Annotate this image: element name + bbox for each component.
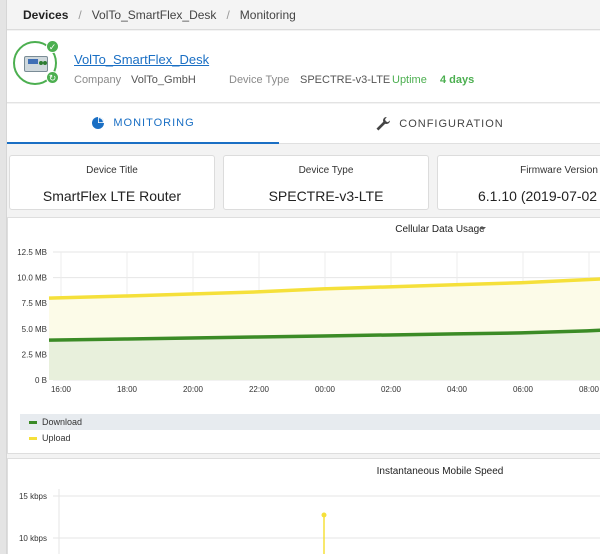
legend-label: Download bbox=[42, 417, 83, 427]
card-value: 6.1.10 (2019-07-02 bbox=[478, 188, 598, 204]
uptime-label: Uptime bbox=[392, 74, 427, 86]
tab-configuration[interactable]: CONFIGURATION bbox=[279, 104, 600, 144]
y-tick-label: 12.5 MB bbox=[17, 248, 47, 257]
y-tick-label: 10 kbps bbox=[19, 534, 47, 543]
left-sidebar-edge bbox=[0, 0, 7, 554]
card-title: Device Type bbox=[298, 165, 354, 176]
y-tick-label: 0 B bbox=[35, 376, 47, 385]
speed-chart-svg: Instantaneous Mobile Speed 10 kbps 15 kbp… bbox=[19, 466, 600, 554]
x-tick-label: 04:00 bbox=[447, 385, 468, 394]
instantaneous-mobile-speed-chart: Instantaneous Mobile Speed 10 kbps 15 kbp… bbox=[7, 458, 600, 554]
legend-item-download[interactable]: Download bbox=[20, 414, 600, 430]
check-icon: ✓ bbox=[46, 40, 59, 53]
tab-monitoring-label: MONITORING bbox=[113, 117, 195, 129]
uptime-value: 4 days bbox=[440, 74, 475, 86]
wrench-icon bbox=[375, 116, 391, 132]
breadcrumb-devices[interactable]: Devices bbox=[23, 7, 69, 22]
breadcrumb-monitoring: Monitoring bbox=[239, 7, 296, 22]
legend-label: Upload bbox=[42, 433, 71, 443]
pie-chart-icon bbox=[91, 116, 105, 130]
tab-monitoring[interactable]: MONITORING bbox=[7, 104, 279, 144]
x-tick-label: 16:00 bbox=[51, 385, 72, 394]
tab-configuration-label: CONFIGURATION bbox=[399, 118, 504, 130]
cellular-data-usage-chart: Cellular Data Usage 0 B 2.5 MB 5.0 MB 7.5 M… bbox=[7, 217, 600, 454]
card-title: Device Title bbox=[86, 165, 138, 176]
info-cards: Device Title SmartFlex LTE Router Device… bbox=[7, 152, 600, 212]
series-line-upload bbox=[48, 277, 600, 300]
x-tick-label: 02:00 bbox=[381, 385, 402, 394]
card-value: SPECTRE-v3-LTE bbox=[268, 188, 384, 204]
sync-icon: ↻ bbox=[46, 71, 59, 84]
device-type-value: SPECTRE-v3-LTE bbox=[300, 74, 391, 86]
chart-title: Instantaneous Mobile Speed bbox=[377, 466, 504, 477]
device-type-label: Device Type bbox=[229, 74, 290, 86]
series-line-download bbox=[48, 328, 600, 342]
x-tick-label: 22:00 bbox=[249, 385, 270, 394]
card-firmware-version: Firmware Version 6.1.10 (2019-07-02 bbox=[437, 155, 600, 210]
legend-item-upload[interactable]: Upload bbox=[20, 430, 600, 446]
tab-bar: MONITORING CONFIGURATION bbox=[7, 104, 600, 144]
x-tick-label: 20:00 bbox=[183, 385, 204, 394]
y-tick-label: 5.0 MB bbox=[22, 325, 47, 334]
usage-chart-svg: Cellular Data Usage 0 B 2.5 MB 5.0 MB 7.5 M… bbox=[17, 224, 600, 394]
x-tick-label: 00:00 bbox=[315, 385, 336, 394]
company-value: VolTo_GmbH bbox=[131, 74, 196, 86]
chart-legend: Download Upload bbox=[20, 414, 600, 446]
y-tick-label: 10.0 MB bbox=[17, 274, 47, 283]
card-title: Firmware Version bbox=[520, 165, 598, 176]
router-icon bbox=[24, 56, 48, 72]
chart-title-dropdown-icon[interactable] bbox=[480, 227, 486, 230]
breadcrumb: Devices / VolTo_SmartFlex_Desk / Monitor… bbox=[7, 0, 600, 30]
x-tick-label: 18:00 bbox=[117, 385, 138, 394]
series-area-download bbox=[49, 330, 600, 380]
legend-swatch bbox=[29, 436, 37, 440]
device-name-link[interactable]: VolTo_SmartFlex_Desk bbox=[74, 52, 210, 67]
breadcrumb-separator: / bbox=[226, 7, 230, 22]
x-tick-label: 08:00 bbox=[579, 385, 600, 394]
device-header: ✓ ↻ VolTo_SmartFlex_Desk Company VolTo_G… bbox=[7, 31, 600, 103]
breadcrumb-device[interactable]: VolTo_SmartFlex_Desk bbox=[91, 7, 217, 22]
speed-data-point bbox=[321, 512, 327, 518]
legend-swatch bbox=[29, 420, 37, 424]
chart-title[interactable]: Cellular Data Usage bbox=[395, 224, 485, 235]
x-tick-label: 06:00 bbox=[513, 385, 534, 394]
card-device-title: Device Title SmartFlex LTE Router bbox=[9, 155, 215, 210]
y-tick-label: 7.5 MB bbox=[22, 299, 47, 308]
y-tick-label: 15 kbps bbox=[19, 492, 47, 501]
breadcrumb-separator: / bbox=[78, 7, 82, 22]
card-value: SmartFlex LTE Router bbox=[42, 188, 182, 204]
company-label: Company bbox=[74, 74, 122, 86]
y-tick-label: 2.5 MB bbox=[22, 350, 47, 359]
card-device-type: Device Type SPECTRE-v3-LTE bbox=[223, 155, 429, 210]
